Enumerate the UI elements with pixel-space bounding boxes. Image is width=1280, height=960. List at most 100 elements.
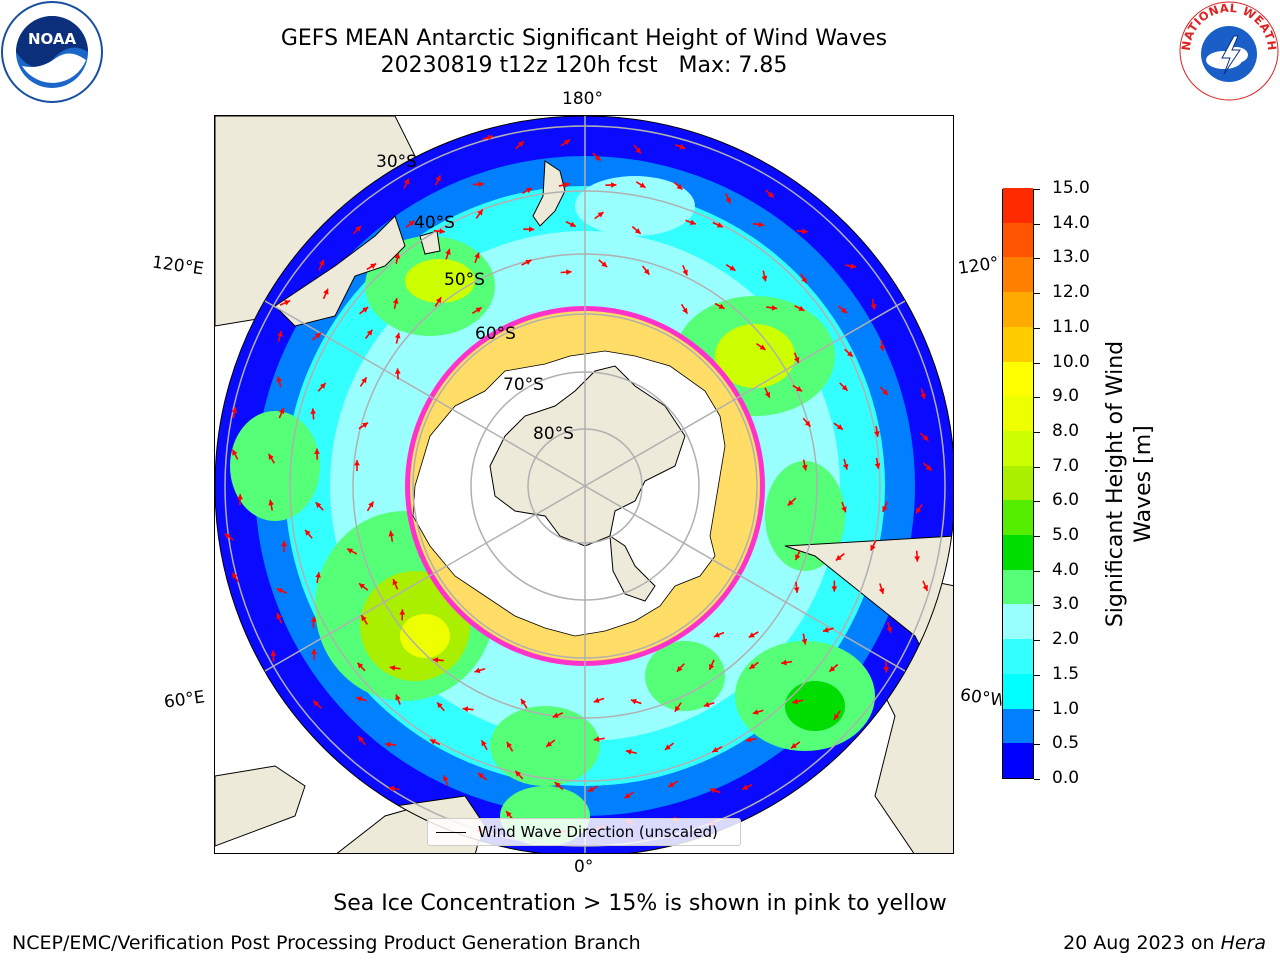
wave-arrow-head — [347, 548, 354, 554]
wave-arrow-head — [922, 584, 928, 591]
wave-arrow-head — [712, 746, 719, 753]
wave-arrow-head — [767, 191, 774, 198]
wave-arrow-head — [276, 376, 283, 383]
wave-arrow-head — [477, 209, 483, 216]
wave-arrow-head — [313, 700, 320, 707]
wave-arrow-head — [323, 288, 329, 295]
colorbar-tick — [1034, 501, 1040, 503]
wave-arrow-head — [716, 222, 723, 228]
colorbar-tick-label: 15.0 — [1052, 178, 1090, 198]
wave-arrow-head — [477, 773, 484, 779]
wave-arrow-head — [432, 657, 439, 663]
wave-arrow-head — [914, 556, 920, 562]
wave-arrow-head — [315, 502, 322, 509]
wave-arrow-head — [356, 696, 363, 702]
colorbar-tick — [1034, 536, 1040, 538]
colorbar-tick — [1034, 605, 1040, 607]
wave-arrow-head — [758, 221, 764, 228]
wave-arrow-head — [564, 182, 570, 188]
wave-arrow-head — [882, 505, 888, 512]
wave-arrow-head — [554, 782, 561, 788]
colorbar-title-line2: Waves [m] — [1131, 425, 1156, 543]
wave-arrow-head — [793, 357, 800, 363]
wave-arrow-head — [833, 713, 840, 720]
wave-arrow-head — [682, 269, 688, 276]
wave-arrow-head — [593, 697, 600, 704]
wave-arrow-head — [764, 391, 771, 398]
colorbar-segment — [1003, 638, 1033, 674]
wave-arrow-head — [836, 424, 843, 430]
colorbar-segment — [1003, 430, 1033, 466]
wave-arrow-head — [310, 408, 317, 414]
colorbar-segment — [1003, 603, 1033, 640]
wave-arrow-head — [841, 506, 847, 513]
wave-arrow-head — [771, 304, 778, 311]
wave-arrow-head — [703, 701, 710, 708]
machine-name: Hera — [1220, 932, 1266, 954]
wave-arrow-head — [664, 744, 671, 750]
wave-arrow-head — [793, 587, 800, 593]
wave-arrow-head — [475, 307, 482, 313]
wave-arrow-head — [635, 147, 642, 154]
wave-arrow-head — [781, 659, 787, 666]
wave-arrow-head — [389, 665, 396, 671]
wave-arrow-head — [357, 662, 364, 669]
colorbar-tick — [1034, 258, 1040, 260]
wave-arrow-head — [525, 259, 532, 265]
wave-arrow-head — [883, 667, 890, 673]
wave-arrow-head — [443, 775, 449, 782]
wave-arrow-head — [474, 667, 481, 674]
colorbar-tick — [1034, 431, 1040, 433]
sea-ice-note: Sea Ice Concentration > 15% is shown in … — [333, 891, 947, 916]
colorbar-tick-label: 6.0 — [1052, 490, 1080, 511]
credit-line: NCEP/EMC/Verification Post Processing Pr… — [12, 932, 641, 954]
wave-arrow-head — [566, 269, 572, 275]
wave-arrow-head — [874, 463, 881, 469]
wave-arrow-head — [643, 268, 650, 275]
wave-arrow-head — [439, 228, 445, 235]
lat-label-80s: 80°S — [533, 424, 574, 444]
wave-arrow-head — [314, 448, 320, 455]
wave-arrow-head — [487, 134, 494, 141]
wave-arrow-head — [587, 786, 594, 792]
date-stamp: 20 Aug 2023 on Hera — [1063, 932, 1266, 954]
wave-arrow-head — [314, 332, 321, 339]
colorbar-segment — [1003, 569, 1033, 605]
wave-arrow-head — [841, 307, 847, 314]
wave-arrow-head — [362, 307, 369, 313]
wave-arrow-head — [601, 261, 608, 268]
wave-arrow-head — [366, 329, 373, 336]
wave-arrow-head — [395, 694, 401, 701]
wave-arrow-head — [224, 533, 231, 540]
wave-arrow-head — [277, 330, 283, 337]
wave-arrow-head — [429, 739, 436, 745]
colorbar-segment — [1003, 708, 1033, 744]
colorbar-segment — [1003, 291, 1033, 327]
colorbar-segment — [1003, 326, 1033, 362]
map-legend: Wind Wave Direction (unscaled) — [427, 818, 741, 846]
lat-label-30s: 30°S — [376, 152, 417, 172]
map-panel — [214, 115, 954, 854]
wave-arrow-head — [394, 252, 401, 259]
colorbar-tick — [1034, 640, 1040, 642]
wave-arrow-head — [515, 770, 521, 777]
wave-arrow-head — [611, 182, 617, 188]
wave-arrow-head — [870, 304, 877, 310]
colorbar-segment — [1003, 465, 1033, 501]
wave-arrow-head — [841, 384, 848, 391]
wave-arrow-head — [835, 554, 842, 561]
wave-arrow-head — [682, 307, 688, 314]
lon-label-60e: 60°E — [162, 687, 207, 713]
wave-arrow-head — [597, 212, 604, 218]
wave-arrow-head — [874, 431, 880, 437]
wave-arrow-head — [713, 632, 720, 638]
wave-arrow-head — [305, 529, 311, 536]
wave-arrow-head — [796, 386, 803, 392]
colorbar-segment — [1003, 499, 1033, 536]
wave-arrow-head — [798, 305, 805, 311]
colorbar-tick-label: 9.0 — [1052, 386, 1080, 407]
wave-arrow-head — [388, 530, 395, 537]
lon-label-120w: 120°W — [956, 253, 1002, 279]
wave-arrow-head — [268, 499, 274, 506]
wave-arrow-head — [742, 784, 749, 790]
